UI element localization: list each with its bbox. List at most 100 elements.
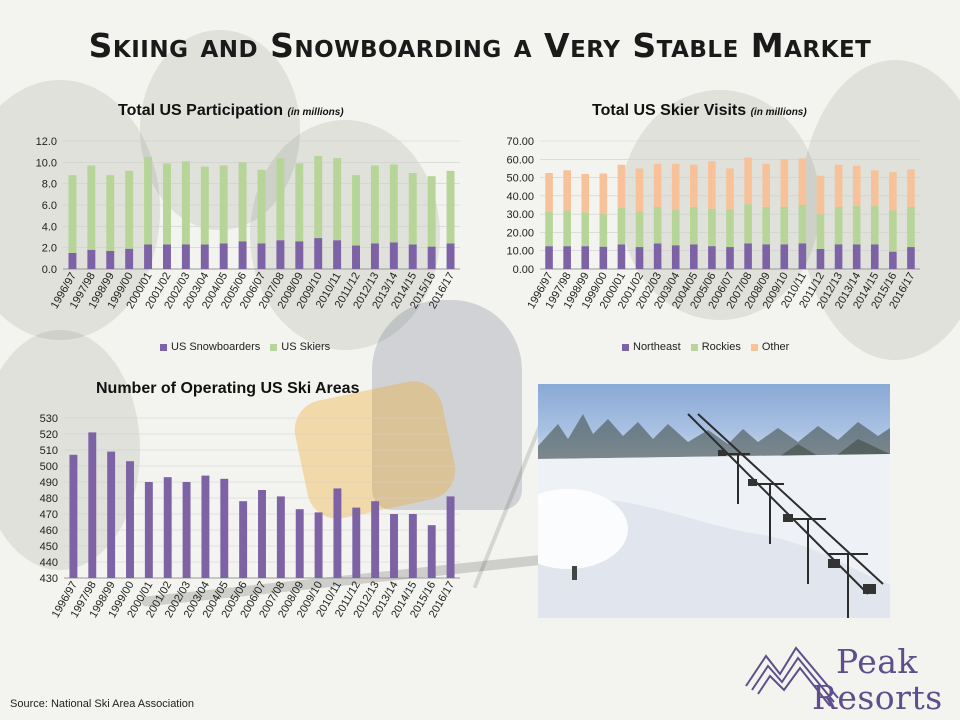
bar-other [635, 168, 644, 212]
bar-other [744, 157, 752, 205]
bar-other [816, 175, 825, 215]
bar-ski-areas [408, 514, 417, 578]
bar-other [780, 159, 789, 207]
bar-us-snowboarders [257, 243, 266, 269]
bar-us-snowboarders [163, 244, 171, 269]
bar-us-snowboarders [446, 243, 455, 269]
areas-title-text: Number of Operating US Ski Areas [96, 380, 360, 397]
bar-other [671, 163, 680, 210]
bar-rockies [653, 206, 662, 244]
y-tick-label: 10.00 [506, 246, 534, 258]
y-tick-label: 40.00 [506, 191, 534, 203]
bar-rockies [671, 209, 680, 246]
bar-ski-areas [371, 501, 380, 578]
bar-us-skiers [68, 175, 77, 253]
bar-us-skiers [200, 166, 209, 245]
bar-us-snowboarders [352, 245, 360, 269]
bar-northeast [581, 246, 590, 269]
legend-item: US Skiers [260, 341, 330, 353]
bar-us-skiers [106, 175, 115, 251]
y-tick-label: 6.0 [42, 200, 57, 212]
bar-us-skiers [408, 173, 417, 245]
y-tick-label: 520 [40, 429, 58, 441]
bar-other [581, 173, 590, 213]
bar-northeast [708, 246, 716, 269]
bar-rockies [563, 210, 571, 247]
y-tick-label: 460 [40, 525, 58, 537]
bar-us-skiers [144, 157, 153, 245]
bar-us-skiers [181, 161, 190, 245]
bar-ski-areas [427, 525, 436, 578]
bar-rockies [780, 206, 789, 245]
bar-rockies [581, 212, 590, 247]
participation-chart: 0.02.04.06.08.010.012.01996/971997/98199… [36, 136, 460, 311]
bar-rockies [870, 205, 879, 245]
y-tick-label: 470 [40, 509, 58, 521]
bar-other [545, 173, 553, 212]
participation-chart-title: Total US Participation (in millions) [118, 102, 344, 120]
bar-northeast [907, 247, 915, 269]
bar-other [762, 163, 770, 207]
legend-item: Other [741, 341, 789, 353]
bar-northeast [671, 245, 680, 269]
mountain-logo-icon [745, 646, 839, 707]
bar-other [690, 164, 698, 207]
bar-rockies [708, 208, 716, 247]
bar-us-snowboarders [295, 241, 304, 269]
visits-chart: 0.0010.0020.0030.0040.0050.0060.0070.001… [506, 136, 920, 311]
bar-us-skiers [427, 176, 436, 247]
bar-us-snowboarders [68, 253, 77, 269]
bar-northeast [617, 244, 626, 269]
bar-us-snowboarders [125, 248, 134, 269]
bar-other [653, 163, 662, 207]
bar-ski-areas [258, 490, 266, 578]
bar-rockies [599, 213, 608, 247]
legend-swatch [750, 343, 758, 351]
legend-label: Rockies [701, 341, 741, 353]
bar-other [563, 170, 571, 211]
y-tick-label: 0.00 [513, 264, 534, 276]
bar-ski-areas [69, 454, 78, 578]
areas-chart-title: Number of Operating US Ski Areas [96, 380, 359, 398]
y-tick-label: 440 [40, 557, 58, 569]
bar-other [599, 173, 608, 214]
y-tick-label: 20.00 [506, 227, 534, 239]
bar-other [617, 164, 626, 208]
bar-us-snowboarders [314, 238, 323, 269]
legend-swatch [270, 343, 278, 351]
bar-northeast [852, 244, 861, 269]
bar-rockies [726, 209, 734, 248]
ski-slope-photo [538, 384, 890, 618]
logo-word-peak: Peak [836, 642, 918, 681]
logo-word-resorts: Resorts [812, 678, 943, 717]
bar-rockies [852, 205, 861, 245]
bar-us-snowboarders [219, 243, 228, 269]
bar-ski-areas [239, 501, 248, 578]
bar-us-skiers [87, 165, 96, 250]
bar-us-snowboarders [181, 244, 190, 269]
bar-us-skiers [295, 163, 304, 242]
legend-swatch [690, 343, 698, 351]
bar-rockies [635, 211, 644, 248]
bar-other [834, 164, 843, 207]
y-tick-label: 2.0 [42, 243, 57, 255]
y-tick-label: 30.00 [506, 209, 534, 221]
bar-us-snowboarders [87, 249, 96, 269]
bar-northeast [816, 248, 825, 269]
bar-us-skiers [238, 162, 247, 242]
bar-ski-areas [201, 475, 210, 578]
y-tick-label: 510 [40, 445, 58, 457]
source-note: Source: National Ski Area Association [10, 698, 195, 710]
legend-swatch [160, 343, 167, 351]
legend-label: Northeast [633, 341, 681, 353]
bar-other [907, 169, 915, 207]
y-tick-label: 70.00 [506, 136, 534, 148]
bar-us-snowboarders [427, 246, 436, 269]
participation-title-text: Total US Participation [118, 102, 284, 119]
bar-other [798, 158, 807, 205]
bar-rockies [690, 206, 698, 245]
y-tick-label: 480 [40, 493, 58, 505]
bar-ski-areas [88, 432, 97, 578]
bar-rockies [545, 211, 553, 247]
bar-ski-areas [220, 478, 229, 578]
